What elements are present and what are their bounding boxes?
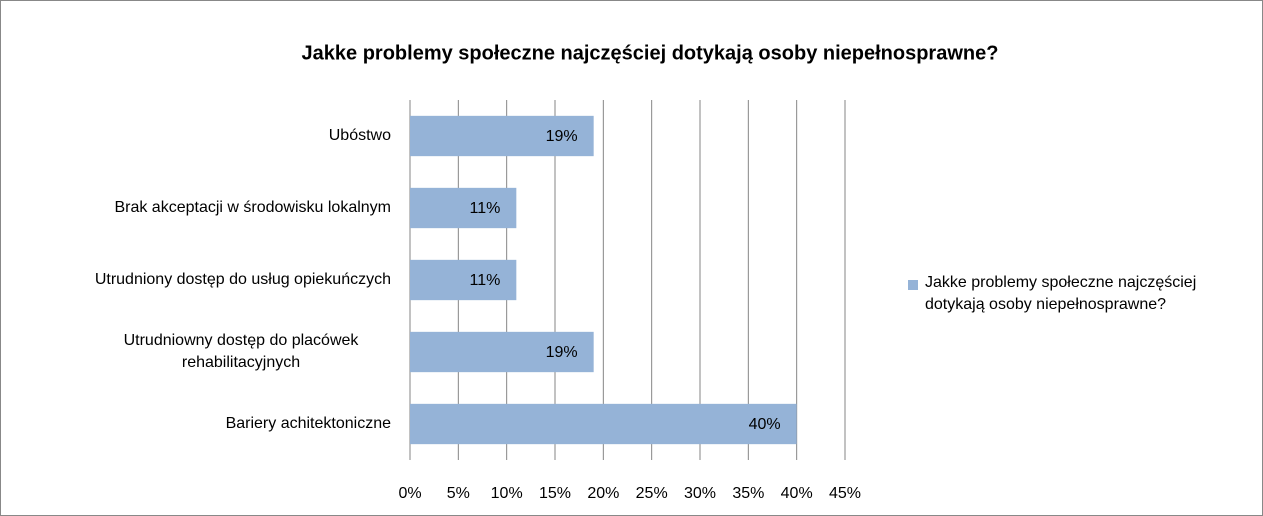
x-tick-label: 35%	[732, 485, 764, 502]
y-tick-label: Ubóstwo	[328, 127, 391, 144]
legend-swatch	[908, 280, 918, 290]
bar	[410, 403, 797, 445]
x-tick-label: 30%	[684, 485, 716, 502]
x-tick-label: 15%	[539, 485, 571, 502]
data-label: 40%	[749, 416, 781, 433]
bar	[410, 187, 517, 229]
y-tick-label: Bariery achitektoniczne	[225, 415, 391, 432]
x-tick-label: 40%	[781, 485, 813, 502]
x-tick-label: 20%	[587, 485, 619, 502]
x-tick-label: 5%	[447, 485, 470, 502]
y-tick-label: Utrudniowny dostęp do placówek rehabilit…	[123, 332, 359, 371]
chart-title: Jakke problemy społeczne najczęściej dot…	[302, 42, 999, 64]
bar	[410, 259, 517, 301]
data-label: 11%	[469, 272, 500, 289]
x-tick-label: 25%	[636, 485, 668, 502]
x-tick-label: 0%	[398, 485, 421, 502]
data-label: 19%	[546, 128, 578, 145]
bar	[410, 115, 594, 157]
data-label: 11%	[469, 200, 500, 217]
y-tick-label: Utrudniony dostęp do usług opiekuńczych	[94, 271, 391, 288]
legend-label: Jakke problemy społeczne najczęściej dot…	[925, 274, 1197, 313]
data-label: 19%	[546, 344, 578, 361]
bar	[410, 331, 594, 373]
y-tick-label: Brak akceptacji w środowisku lokalnym	[114, 199, 391, 216]
x-tick-label: 10%	[491, 485, 523, 502]
x-tick-label: 45%	[829, 485, 861, 502]
